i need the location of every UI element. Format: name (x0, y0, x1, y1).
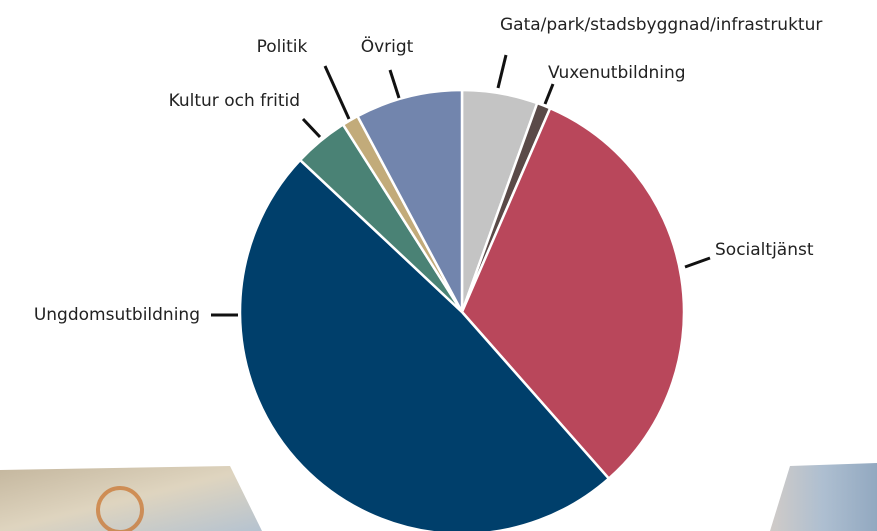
pie-slice (238, 158, 611, 531)
pie-slice (355, 88, 464, 313)
leader-line (496, 54, 508, 89)
slice-label: Gata/park/stadsbyggnad/infrastruktur (500, 15, 822, 35)
pie-slice (460, 106, 686, 481)
leader-line (543, 83, 555, 105)
slice-label: Socialtjänst (715, 240, 814, 260)
slice-label: Politik (257, 37, 308, 57)
leader-line (323, 65, 351, 120)
slice-label: Övrigt (361, 35, 414, 57)
pie (238, 88, 686, 531)
leader-line (684, 256, 711, 269)
slice-label: Vuxenutbildning (548, 63, 686, 83)
background-banknotes (0, 463, 877, 531)
leader-line (388, 69, 401, 99)
slice-label: Ungdomsutbildning (34, 305, 200, 325)
leader-line (301, 117, 322, 139)
slice-label: Kultur och fritid (169, 91, 300, 111)
